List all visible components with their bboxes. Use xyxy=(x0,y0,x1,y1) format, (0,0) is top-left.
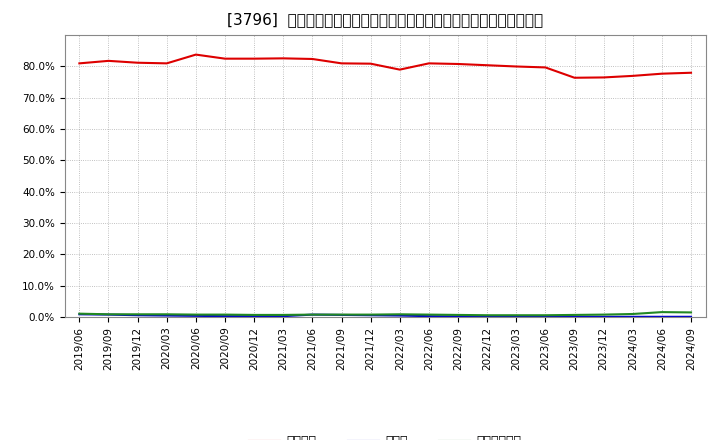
のれん xyxy=(425,314,433,319)
のれん xyxy=(570,314,579,319)
自己資本 xyxy=(570,75,579,81)
繰延税金資産 xyxy=(454,312,462,318)
繰延税金資産 xyxy=(250,312,258,318)
のれん xyxy=(395,313,404,318)
のれん xyxy=(337,312,346,318)
自己資本 xyxy=(512,64,521,69)
のれん xyxy=(163,313,171,318)
のれん xyxy=(454,314,462,319)
自己資本 xyxy=(395,67,404,72)
繰延税金資産 xyxy=(133,312,142,317)
繰延税金資産 xyxy=(425,312,433,317)
自己資本 xyxy=(279,56,287,61)
のれん xyxy=(512,314,521,319)
繰延税金資産 xyxy=(104,312,113,317)
のれん xyxy=(279,314,287,319)
自己資本 xyxy=(337,61,346,66)
自己資本 xyxy=(308,56,317,62)
自己資本 xyxy=(104,58,113,63)
Legend: 自己資本, のれん, 繰延税金資産: 自己資本, のれん, 繰延税金資産 xyxy=(244,430,526,440)
のれん xyxy=(220,314,229,319)
繰延税金資産 xyxy=(308,312,317,317)
繰延税金資産 xyxy=(541,312,550,318)
のれん xyxy=(483,314,492,319)
繰延税金資産 xyxy=(163,312,171,317)
繰延税金資産 xyxy=(192,312,200,317)
自己資本 xyxy=(192,52,200,57)
のれん xyxy=(133,312,142,318)
Line: のれん: のれん xyxy=(79,314,691,317)
自己資本 xyxy=(75,61,84,66)
Title: [3796]  自己資本、のれん、繰延税金資産の総資産に対する比率の推移: [3796] 自己資本、のれん、繰延税金資産の総資産に対する比率の推移 xyxy=(227,12,544,27)
のれん xyxy=(308,312,317,317)
のれん xyxy=(250,314,258,319)
自己資本 xyxy=(629,73,637,78)
Line: 繰延税金資産: 繰延税金資産 xyxy=(79,312,691,315)
のれん xyxy=(104,312,113,317)
のれん xyxy=(75,312,84,317)
自己資本 xyxy=(425,61,433,66)
自己資本 xyxy=(163,61,171,66)
のれん xyxy=(599,314,608,319)
のれん xyxy=(687,314,696,319)
Line: 自己資本: 自己資本 xyxy=(79,55,691,78)
繰延税金資産 xyxy=(657,309,666,315)
繰延税金資産 xyxy=(220,312,229,317)
のれん xyxy=(541,314,550,319)
繰延税金資産 xyxy=(599,312,608,317)
自己資本 xyxy=(599,75,608,80)
自己資本 xyxy=(657,71,666,76)
繰延税金資産 xyxy=(687,310,696,315)
自己資本 xyxy=(133,60,142,66)
自己資本 xyxy=(366,61,375,66)
繰延税金資産 xyxy=(337,312,346,317)
繰延税金資産 xyxy=(570,312,579,318)
自己資本 xyxy=(454,61,462,66)
繰延税金資産 xyxy=(629,312,637,317)
自己資本 xyxy=(220,56,229,61)
繰延税金資産 xyxy=(512,312,521,318)
自己資本 xyxy=(250,56,258,61)
自己資本 xyxy=(483,62,492,68)
繰延税金資産 xyxy=(75,311,84,316)
繰延税金資産 xyxy=(366,312,375,317)
繰延税金資産 xyxy=(483,312,492,318)
自己資本 xyxy=(541,65,550,70)
繰延税金資産 xyxy=(279,312,287,318)
自己資本 xyxy=(687,70,696,75)
のれん xyxy=(366,312,375,318)
のれん xyxy=(192,313,200,319)
のれん xyxy=(657,314,666,319)
繰延税金資産 xyxy=(395,312,404,317)
のれん xyxy=(629,314,637,319)
